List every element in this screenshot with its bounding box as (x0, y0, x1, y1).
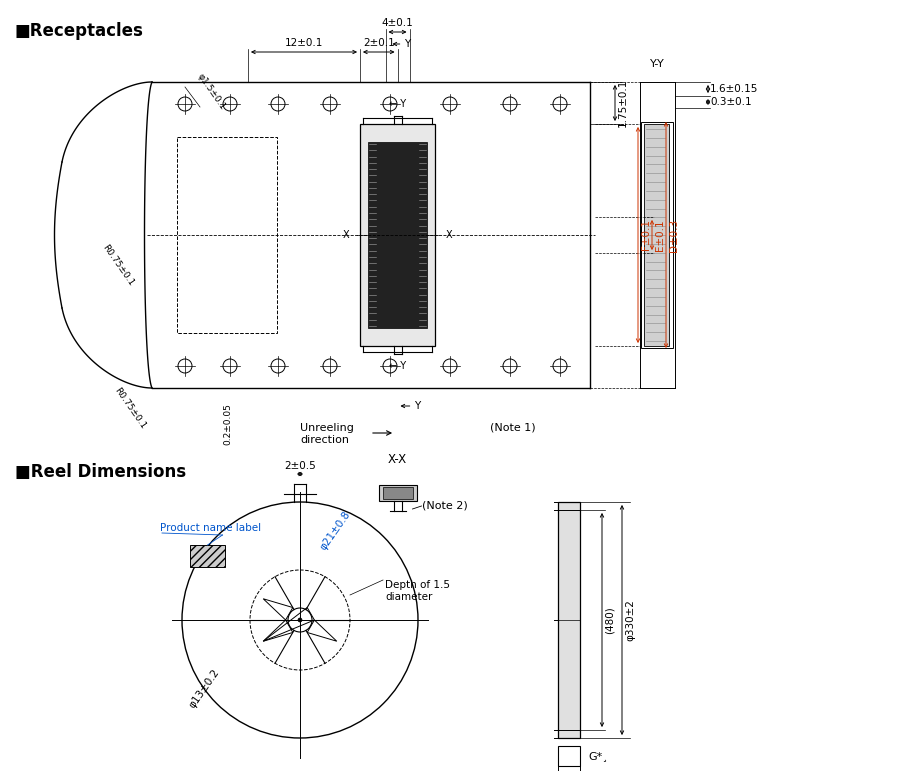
Bar (558, 502, 580, 738)
Text: Y: Y (415, 401, 420, 411)
Bar (177, 137, 277, 333)
Text: F±0.1: F±0.1 (641, 220, 651, 251)
Text: ← Y: ← Y (389, 99, 406, 109)
Text: (480): (480) (605, 606, 615, 634)
Text: R0.75±0.1: R0.75±0.1 (101, 243, 136, 288)
Text: Depth of 1.5
diameter: Depth of 1.5 diameter (385, 580, 450, 601)
Text: (Note 1): (Note 1) (490, 423, 535, 433)
Text: G*¸: G*¸ (588, 751, 608, 761)
Text: 1.75±0.1: 1.75±0.1 (618, 79, 628, 127)
Text: 1.6±0.15: 1.6±0.15 (710, 84, 758, 94)
Text: φ21±0.8: φ21±0.8 (318, 509, 352, 552)
Text: X-X: X-X (388, 453, 407, 466)
Text: 0.2±0.05: 0.2±0.05 (224, 403, 233, 445)
Text: (Note 2): (Note 2) (422, 501, 468, 511)
Text: φ1.5±0.1: φ1.5±0.1 (195, 72, 226, 112)
Bar (558, 746, 580, 766)
Text: 4±0.1: 4±0.1 (381, 18, 413, 28)
Text: 0.3±0.1: 0.3±0.1 (710, 97, 752, 107)
Text: φ330±2: φ330±2 (625, 599, 635, 641)
Text: Y-Y: Y-Y (650, 59, 664, 69)
Bar (644, 124, 669, 346)
Text: ■Reel Dimensions: ■Reel Dimensions (15, 463, 186, 481)
Bar (382, 487, 412, 499)
Circle shape (298, 618, 302, 622)
Bar (190, 545, 225, 567)
Bar (379, 485, 417, 501)
Bar (641, 122, 673, 348)
Text: ■Receptacles: ■Receptacles (15, 22, 144, 40)
Text: φ13±0.2: φ13±0.2 (187, 667, 221, 710)
Text: Product name label: Product name label (160, 523, 261, 533)
Text: R0.75±0.1: R0.75±0.1 (112, 386, 148, 430)
Text: Unreeling
direction: Unreeling direction (300, 423, 354, 445)
Bar (360, 124, 435, 346)
Text: D±0.3: D±0.3 (669, 218, 679, 251)
Text: X: X (446, 230, 452, 240)
Text: 2±0.1: 2±0.1 (363, 38, 395, 48)
Bar (368, 142, 427, 328)
Text: Y: Y (404, 39, 410, 49)
Text: E±0.1: E±0.1 (655, 219, 665, 251)
Text: X: X (342, 230, 350, 240)
Text: ← Y: ← Y (389, 361, 406, 371)
Text: 12±0.1: 12±0.1 (284, 38, 323, 48)
Text: 2±0.5: 2±0.5 (284, 461, 316, 471)
